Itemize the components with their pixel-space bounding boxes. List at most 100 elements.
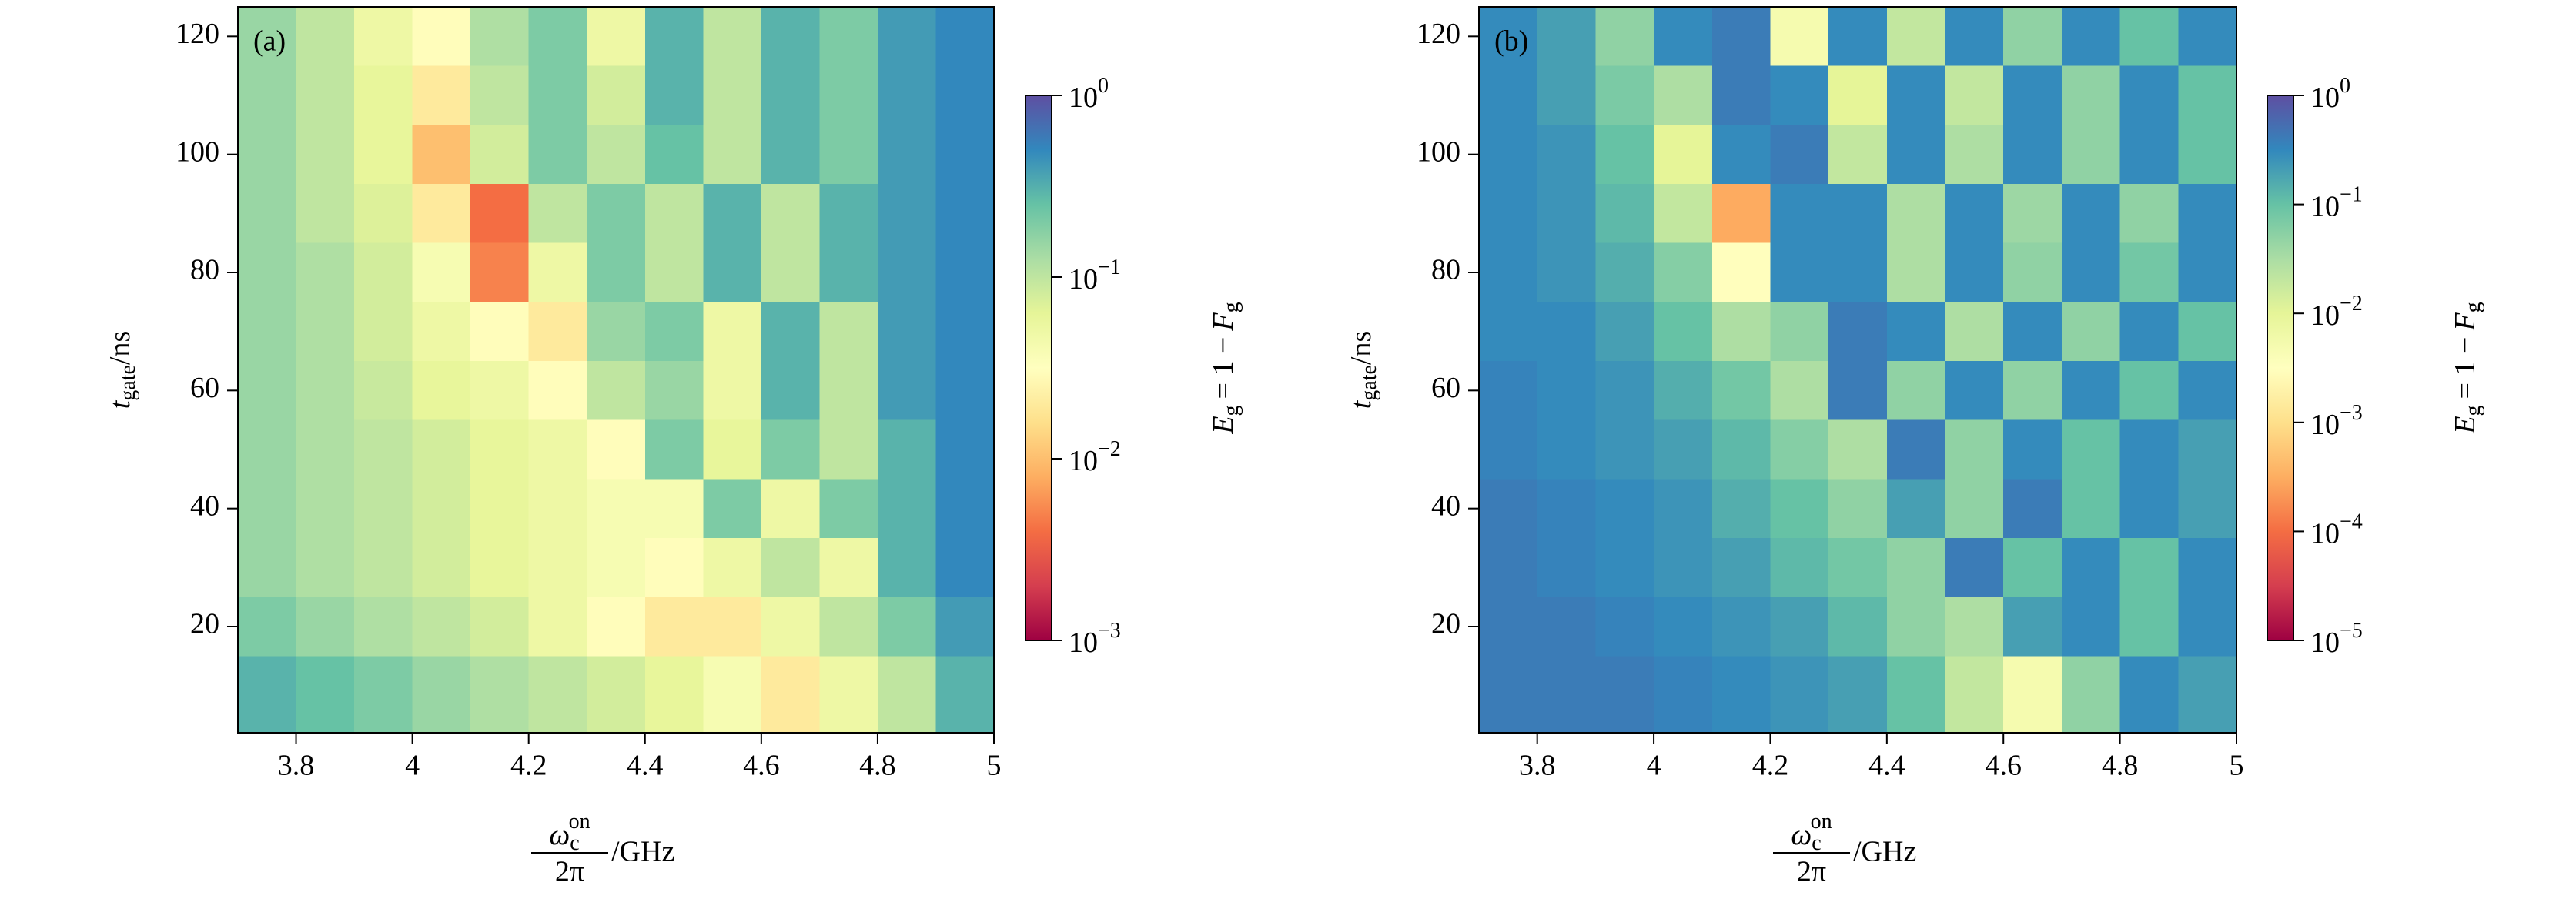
colorbar-tick-label: 100	[1069, 74, 1109, 113]
heatmap-cell	[238, 302, 297, 362]
heatmap-cell	[412, 479, 471, 539]
heatmap-cell	[412, 125, 471, 185]
heatmap-cell	[1595, 125, 1654, 185]
heatmap-cell	[761, 302, 820, 362]
heatmap-cell	[935, 184, 994, 244]
heatmap-cell	[761, 419, 820, 480]
heatmap-cell	[2061, 302, 2121, 362]
heatmap-cell	[1770, 479, 1829, 539]
heatmap-cell	[470, 184, 530, 244]
heatmap-cell	[2003, 419, 2062, 480]
heatmap-cell	[2003, 65, 2062, 125]
y-label-symbol: t	[1345, 399, 1377, 409]
heatmap-cell	[1711, 361, 1771, 421]
y-label: tgate/ns	[104, 331, 141, 409]
colorbar-tick-base: 10	[1069, 627, 1098, 659]
heatmap-cell	[1537, 302, 1596, 362]
y-label-unit: /ns	[104, 331, 136, 365]
heatmap-cell	[1770, 125, 1829, 185]
heatmap-cell	[1479, 361, 1538, 421]
heatmap-cell	[1654, 597, 1713, 657]
colorbar-tick-base: 10	[2310, 517, 2340, 550]
heatmap-cell	[1886, 656, 1946, 733]
heatmap-cell	[354, 538, 413, 598]
heatmap-cell	[528, 479, 587, 539]
colorbar-tick-exp: −2	[1098, 437, 1121, 461]
cbar-symbol2: F	[2449, 312, 2481, 332]
colorbar-tick-base: 10	[1069, 82, 1098, 114]
heatmap-cell	[1828, 361, 1888, 421]
heatmap-cell	[1828, 302, 1888, 362]
heatmap-cell	[1886, 184, 1946, 244]
heatmap-cell	[761, 597, 820, 657]
heatmap-cell	[819, 656, 878, 733]
colorbar-tick-exp: 0	[2340, 74, 2350, 98]
heatmap-cell	[470, 597, 530, 657]
heatmap-cell	[354, 597, 413, 657]
heatmap-cell	[1537, 597, 1596, 657]
x-label-sub: c	[1812, 831, 1821, 855]
cbar-symbol2: F	[1207, 312, 1239, 332]
heatmap-cell	[2003, 7, 2062, 67]
y-label: tgate/ns	[1345, 331, 1382, 409]
heatmap-cell	[1537, 656, 1596, 733]
heatmap-cell	[1595, 65, 1654, 125]
colorbar-tick-label: 10−2	[1069, 437, 1121, 476]
heatmap-cell	[354, 7, 413, 67]
heatmap-cell	[1654, 125, 1713, 185]
heatmap-cell	[2178, 656, 2236, 733]
y-label-sub: gate	[116, 365, 140, 401]
heatmap-cell	[1945, 65, 2004, 125]
colorbar-tick-base: 10	[2310, 82, 2340, 114]
heatmap-cell	[412, 538, 471, 598]
heatmap-cell	[1770, 597, 1829, 657]
colorbar-tick-base: 10	[2310, 409, 2340, 441]
x-label-unit: /GHz	[1853, 836, 1916, 868]
heatmap-cell	[1945, 242, 2004, 302]
heatmap-cell	[1770, 419, 1829, 480]
heatmap-cell	[703, 242, 762, 302]
heatmap-cell	[935, 419, 994, 480]
heatmap-cell	[1770, 302, 1829, 362]
heatmap-cell	[935, 125, 994, 185]
x-tick-label: 4.4	[1868, 750, 1905, 782]
heatmap-cell	[587, 302, 646, 362]
heatmap-cell	[1595, 419, 1654, 480]
heatmap-cell	[2061, 361, 2121, 421]
heatmap-cell	[528, 361, 587, 421]
heatmap-cell	[2178, 65, 2236, 125]
x-label-denominator: 2π	[1797, 856, 1826, 888]
heatmap-cell	[587, 361, 646, 421]
heatmap-cell	[2061, 597, 2121, 657]
colorbar-tick-label: 10−3	[2310, 401, 2363, 440]
heatmap-cell	[587, 479, 646, 539]
heatmap-cell	[1945, 538, 2004, 598]
heatmap-cell	[935, 65, 994, 125]
heatmap-cell	[238, 538, 297, 598]
heatmap-cell	[296, 65, 355, 125]
colorbar-tick-exp: 0	[1098, 74, 1109, 98]
heatmap-cell	[877, 479, 936, 539]
heatmap-cell	[470, 7, 530, 67]
cbar-sub2: g	[2461, 302, 2485, 312]
colorbar-frame	[2267, 95, 2294, 641]
heatmap-cell	[2119, 597, 2179, 657]
heatmap-cell	[1945, 125, 2004, 185]
heatmap-cell	[819, 125, 878, 185]
heatmap-cell	[935, 7, 994, 67]
heatmap-cell	[2003, 597, 2062, 657]
heatmap-cell	[644, 7, 704, 67]
heatmap-cell	[412, 184, 471, 244]
heatmap-cell	[1595, 242, 1654, 302]
heatmap-cell	[2178, 125, 2236, 185]
heatmap-cell	[703, 656, 762, 733]
heatmap-cell	[935, 538, 994, 598]
heatmap-cell	[1945, 419, 2004, 480]
heatmap-cell	[587, 125, 646, 185]
heatmap	[238, 7, 994, 733]
heatmap-cell	[2061, 184, 2121, 244]
heatmap-cell	[644, 656, 704, 733]
heatmap-cell	[1828, 479, 1888, 539]
heatmap-cell	[1595, 597, 1654, 657]
heatmap-cell	[354, 184, 413, 244]
